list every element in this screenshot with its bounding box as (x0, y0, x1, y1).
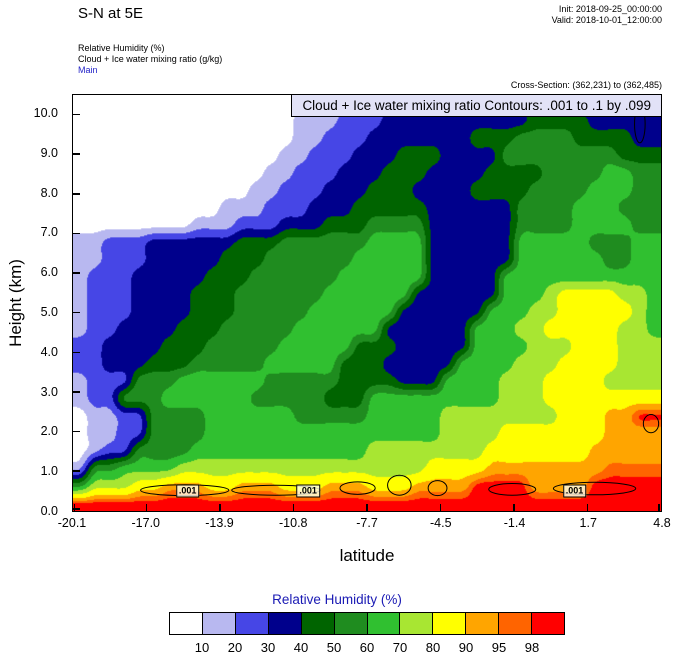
run-times: Init: 2018-09-25_00:00:00 Valid: 2018-10… (552, 4, 662, 26)
contour-value-label: .001 (296, 484, 320, 498)
x-tick-label: -17.0 (131, 516, 161, 530)
legend-color-segment (366, 613, 400, 634)
legend-value-label: 20 (227, 640, 243, 655)
cloud-contour (428, 481, 447, 496)
x-tick-mark (73, 504, 76, 511)
legend-color-segment (234, 613, 268, 634)
x-tick-label: -13.9 (205, 516, 234, 530)
legend-value-label: 80 (425, 640, 441, 655)
contour-info-box: Cloud + Ice water mixing ratio Contours:… (291, 94, 662, 117)
x-tick-label: -20.1 (57, 516, 87, 530)
y-tick-label: 7.0 (40, 225, 58, 240)
x-axis-title: latitude (339, 546, 395, 565)
legend-color-segment (300, 613, 334, 634)
y-tick-mark (73, 232, 80, 235)
legend-value-label: 70 (392, 640, 408, 655)
legend-value-labels: 10 20 30 40 50 60 70 80 90 95 98 (169, 640, 565, 656)
legend-value-label: 98 (524, 640, 540, 655)
legend-color-segment (465, 613, 499, 634)
page-title: S-N at 5E (78, 5, 144, 22)
x-tick-mark (658, 504, 660, 511)
legend-color-segment (267, 613, 301, 634)
y-tick-mark (73, 430, 80, 433)
x-tick-label: -4.5 (429, 516, 452, 530)
legend-value-label: 40 (293, 640, 309, 655)
y-tick-mark (73, 391, 80, 393)
legend-color-segment (531, 613, 565, 634)
valid-time: Valid: 2018-10-01_12:00:00 (551, 15, 662, 25)
legend-color-segment (201, 613, 235, 634)
x-tick-label: -10.8 (279, 516, 308, 530)
y-tick-label: 5.0 (40, 304, 58, 319)
legend-value-label: 90 (458, 640, 474, 655)
legend-value-label: 50 (326, 640, 342, 655)
y-tick-mark (73, 311, 80, 314)
y-tick-label: 3.0 (40, 384, 58, 399)
x-tick-label: 4.8 (653, 516, 671, 530)
field-label-rh: Relative Humidity (%) (78, 43, 165, 53)
legend-color-segment (170, 613, 202, 634)
legend-value-label: 60 (359, 640, 375, 655)
cloud-contour (340, 482, 375, 494)
contour-value-label: .001 (175, 484, 200, 498)
init-time: Init: 2018-09-25_00:00:00 (558, 4, 662, 14)
y-tick-label: 4.0 (40, 344, 58, 359)
x-tick-mark (145, 504, 147, 511)
y-tick-mark (73, 153, 80, 155)
x-tick-label: -1.4 (503, 516, 526, 530)
cloud-contour (643, 414, 658, 432)
y-axis-title: Height (km) (6, 259, 25, 347)
y-tick-mark (73, 113, 80, 116)
x-tick-mark (219, 504, 221, 511)
y-tick-label: 10.0 (33, 105, 58, 120)
y-tick-mark (73, 508, 80, 510)
x-axis-ticks: -20.1 -17.0 -13.9 -10.8 -7.7 -4.5 -1.4 1.7 4.8 (58, 516, 671, 532)
legend-color-segment (498, 613, 532, 634)
rh-field-canvas (73, 95, 661, 511)
x-tick-mark (439, 504, 441, 511)
cross-section-plot: Cloud + Ice water mixing ratio Contours:… (72, 94, 662, 512)
model-label: Main (78, 65, 98, 75)
legend-value-label: 30 (260, 640, 276, 655)
y-tick-label: 9.0 (40, 145, 58, 160)
cloud-contour (388, 475, 412, 495)
legend-color-segment (333, 613, 367, 634)
y-tick-label: 2.0 (40, 424, 58, 439)
x-tick-mark (513, 504, 515, 511)
y-tick-label: 1.0 (40, 464, 58, 479)
field-label-cloud: Cloud + Ice water mixing ratio (g/kg) (78, 54, 223, 64)
legend-title: Relative Humidity (%) (272, 592, 402, 607)
y-tick-label: 8.0 (40, 185, 58, 200)
y-tick-mark (73, 351, 80, 354)
x-tick-mark (366, 504, 368, 511)
y-tick-mark (73, 272, 80, 274)
x-tick-label: 1.7 (579, 516, 597, 530)
legend-color-segment (399, 613, 433, 634)
legend-value-label: 95 (491, 640, 507, 655)
cloud-contour-lines (73, 95, 661, 511)
x-tick-mark (292, 504, 294, 511)
legend-value-label: 10 (194, 640, 210, 655)
cloud-contour (232, 485, 320, 495)
x-tick-mark (586, 504, 588, 511)
cross-section-label: Cross-Section: (362,231) to (362,485) (510, 80, 662, 90)
y-axis-ticks: 0.0 1.0 2.0 3.0 4.0 5.0 6.0 7.0 8.0 9.0 10.0 (18, 94, 64, 518)
legend-color-segment (432, 613, 466, 634)
y-tick-label: 6.0 (40, 265, 58, 280)
y-tick-label: 0.0 (40, 504, 58, 518)
y-tick-mark (73, 470, 80, 472)
legend-colorbar (169, 612, 565, 635)
field-info: Relative Humidity (%) Cloud + Ice water … (78, 43, 222, 76)
cloud-contour (489, 484, 536, 496)
x-tick-label: -7.7 (356, 516, 378, 530)
cloud-contour (553, 482, 635, 494)
y-tick-mark (73, 193, 80, 195)
contour-value-label: .001 (562, 484, 587, 498)
